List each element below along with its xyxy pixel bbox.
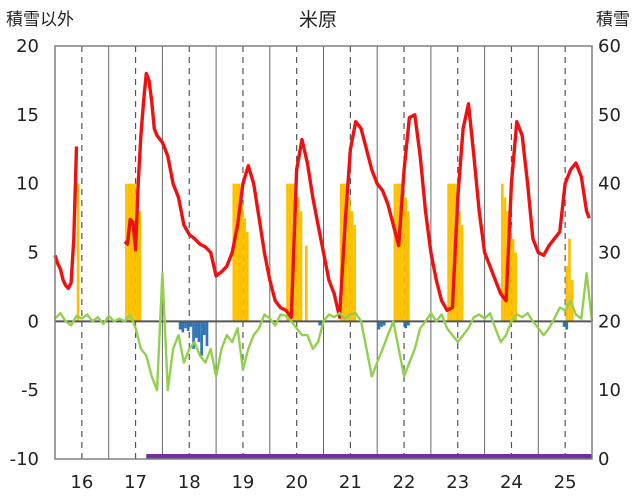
- green-series-line: [54, 271, 594, 392]
- blue-bar-3: [186, 321, 190, 331]
- y-right-tick-label: 60: [598, 36, 621, 57]
- orange-bar-18: [299, 211, 303, 322]
- x-tick-label: 18: [178, 472, 201, 493]
- orange-bar-28: [398, 183, 402, 322]
- orange-bar-30: [404, 197, 408, 322]
- blue-bar-16: [404, 321, 408, 329]
- orange-bar-44: [565, 266, 569, 322]
- orange-bar-11: [243, 218, 246, 322]
- orange-bar-0: [76, 183, 80, 322]
- red-series-line: [53, 71, 591, 319]
- orange-bar-13: [286, 183, 289, 322]
- orange-bar-2: [127, 183, 131, 322]
- series-lines: [53, 71, 594, 392]
- orange-bar-43: [514, 252, 518, 322]
- plot-border: [54, 45, 593, 460]
- orange-bar-4: [133, 183, 136, 322]
- blue-bar-15: [382, 321, 386, 326]
- plot-frame: [54, 45, 593, 460]
- orange-bar-1: [125, 183, 128, 322]
- blue-bar-17: [407, 321, 410, 326]
- x-tick-label: 17: [124, 472, 147, 493]
- blue-bar-7: [197, 321, 201, 342]
- y-axis-left-label: 積雪以外: [6, 10, 74, 30]
- y-left-tick-label: -5: [21, 380, 39, 401]
- orange-bar-31: [407, 211, 410, 322]
- orange-bar-23: [347, 197, 351, 322]
- orange-bar-26: [393, 183, 397, 322]
- orange-bar-19: [304, 245, 308, 322]
- blue-bar-2: [184, 321, 187, 329]
- x-tick-label: 24: [500, 472, 523, 493]
- y-left-tick-label: 10: [16, 174, 39, 195]
- x-tick-label: 25: [554, 472, 577, 493]
- orange-bar-42: [511, 238, 515, 322]
- orange-bar-46: [570, 280, 574, 322]
- blue-bar-0: [178, 321, 182, 330]
- blue-bar-11: [318, 321, 322, 326]
- orange-bar-32: [447, 183, 450, 322]
- x-tick-label: 20: [285, 472, 308, 493]
- blue-bar-18: [562, 321, 566, 327]
- blue-bar-14: [380, 321, 383, 327]
- purple-band: [146, 454, 593, 459]
- orange-bar-20: [339, 183, 343, 322]
- orange-bar-37: [460, 224, 464, 322]
- y-left-tick-label: 15: [16, 105, 39, 126]
- x-tick-label: 21: [339, 472, 362, 493]
- x-tick-label: 16: [70, 472, 93, 493]
- x-tick-label: 23: [446, 472, 469, 493]
- blue-bar-4: [189, 321, 193, 327]
- y-left-tick-label: 5: [28, 243, 39, 264]
- blue-bar-13: [377, 321, 381, 330]
- orange-bar-27: [396, 183, 399, 322]
- orange-bar-10: [240, 204, 244, 322]
- orange-bar-24: [350, 211, 354, 322]
- orange-bar-16: [294, 183, 297, 322]
- blue-bar-10: [205, 321, 209, 347]
- orange-bar-33: [449, 183, 453, 322]
- blue-bar-9: [202, 321, 206, 336]
- blue-bar-6: [194, 321, 198, 338]
- orange-bar-8: [235, 183, 238, 322]
- y-left-tick-label: 20: [16, 36, 39, 57]
- y-right-tick-label: 30: [598, 243, 621, 264]
- y-right-tick-label: 0: [598, 449, 609, 470]
- orange-bar-12: [245, 231, 249, 322]
- orange-bar-39: [503, 197, 507, 322]
- orange-bar-6: [138, 211, 142, 322]
- x-tick-label: 19: [231, 472, 254, 493]
- orange-bar-36: [458, 211, 461, 322]
- y-axis-right-label: 積雪: [596, 10, 630, 30]
- blue-bar-1: [181, 321, 185, 333]
- orange-bar-29: [401, 183, 405, 322]
- orange-bar-38: [500, 183, 504, 322]
- orange-bar-17: [296, 197, 300, 322]
- chart-title: 米原: [299, 9, 337, 31]
- orange-bar-41: [509, 224, 512, 322]
- y-left-tick-label: 0: [28, 311, 39, 332]
- blue-bar-19: [565, 321, 569, 330]
- orange-bar-22: [345, 183, 348, 322]
- y-right-tick-label: 50: [598, 105, 621, 126]
- y-right-tick-label: 10: [598, 380, 621, 401]
- blue-bar-8: [200, 321, 203, 356]
- orange-bar-25: [353, 224, 356, 322]
- orange-bar-3: [130, 183, 134, 322]
- y-right-tick-label: 20: [598, 311, 621, 332]
- orange-bar-14: [288, 183, 292, 322]
- y-left-tick-label: -10: [10, 449, 39, 470]
- x-tick-label: 22: [393, 472, 416, 493]
- orange-bar-45: [568, 238, 571, 322]
- orange-bar-5: [135, 197, 139, 322]
- blue-bar-5: [192, 321, 195, 349]
- y-right-tick-label: 40: [598, 174, 621, 195]
- orange-bar-9: [237, 183, 241, 322]
